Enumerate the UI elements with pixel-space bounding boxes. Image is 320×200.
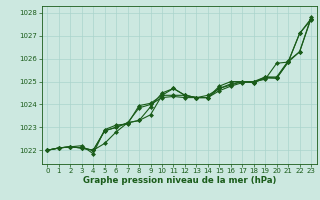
X-axis label: Graphe pression niveau de la mer (hPa): Graphe pression niveau de la mer (hPa) <box>83 176 276 185</box>
